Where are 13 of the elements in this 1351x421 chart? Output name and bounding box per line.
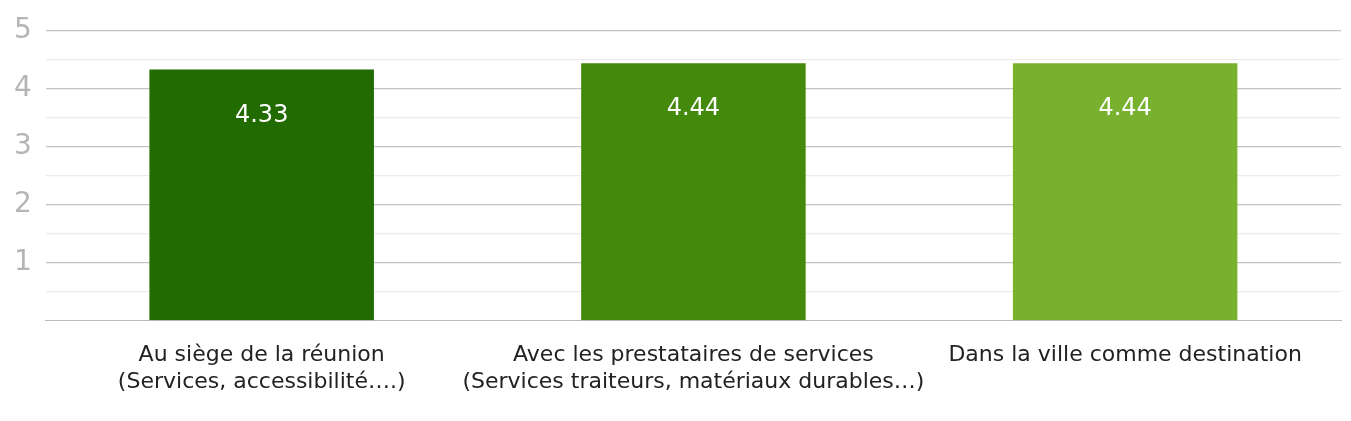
- category-label: (Services traiteurs, matériaux durables…): [462, 367, 925, 393]
- category-label: Dans la ville comme destination: [948, 341, 1302, 367]
- data-label: 4.33: [234, 99, 289, 128]
- y-tick-label: 1: [13, 243, 32, 277]
- y-tick-label: 5: [13, 12, 32, 46]
- category-label: (Services, accessibilité….): [117, 367, 406, 393]
- y-tick-label: 2: [13, 185, 32, 219]
- y-tick-label: 3: [13, 127, 32, 161]
- y-tick-label: 4: [13, 69, 32, 103]
- category-label: Au siège de la réunion: [138, 341, 385, 367]
- data-label: 4.44: [1098, 93, 1152, 122]
- category-label: Avec les prestataires de services: [513, 341, 874, 367]
- data-label: 4.44: [666, 93, 721, 122]
